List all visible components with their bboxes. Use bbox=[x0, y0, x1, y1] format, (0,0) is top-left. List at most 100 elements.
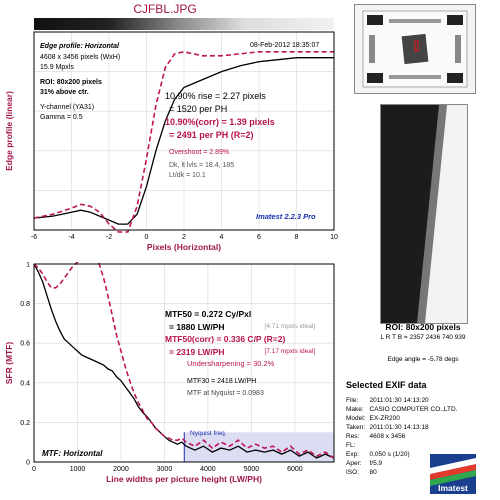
edge-stats: Overshoot = 2.89% Dk, lt lvls = 18.4, 18… bbox=[165, 148, 234, 181]
rise-pixels: 10.90% rise = 2.27 pixels bbox=[165, 91, 266, 101]
x-tick-label: 0 bbox=[32, 466, 36, 473]
mtf50-corr: MTF50(corr) = 0.336 C/P (R=2) bbox=[165, 334, 286, 344]
roi-lrtb: L R T B = 2357 2436 740 939 bbox=[380, 334, 466, 341]
x-tick-label: 4000 bbox=[200, 466, 216, 473]
svg-text:Imatest: Imatest bbox=[438, 483, 468, 493]
exif-row: Exp: 0.050 s (1/20) bbox=[346, 450, 462, 459]
x-tick-label: 3000 bbox=[157, 466, 173, 473]
x-tick-label: -2 bbox=[106, 234, 112, 241]
x-tick-label: 6 bbox=[257, 234, 261, 241]
edge-grid bbox=[33, 32, 335, 230]
roi-crop-image bbox=[380, 104, 468, 324]
exif-title: Selected EXIF data bbox=[346, 380, 427, 390]
exif-key: File: bbox=[346, 397, 359, 404]
y-tick-label: 0.2 bbox=[20, 420, 30, 427]
rise-results: 10.90% rise = 2.27 pixels = 1520 per PH … bbox=[165, 90, 275, 142]
y-tick-label: 1 bbox=[26, 262, 30, 269]
levels: Dk, lt lvls = 18.4, 185 bbox=[169, 162, 235, 169]
mtf-chart: 0 1000 2000 3000 4000 5000 600000.20.40.60.81 … bbox=[4, 262, 335, 484]
channel: Y-channel (YA31) bbox=[40, 103, 95, 111]
y-tick-label: 0 bbox=[26, 460, 30, 467]
test-chart-thumbnail bbox=[354, 4, 476, 94]
edge-frame bbox=[33, 31, 335, 231]
y-tick-label: 0.8 bbox=[20, 301, 30, 308]
edge-panel-name: Edge profile: Horizontal bbox=[40, 43, 119, 50]
exif-key: Aper: bbox=[346, 460, 362, 467]
exif-key: FL: bbox=[346, 442, 356, 449]
exif-value: EX-ZR200 bbox=[369, 415, 400, 422]
mtf50-lwph: = 1880 LW/PH bbox=[169, 321, 225, 332]
x-tick-label: -6 bbox=[31, 234, 37, 241]
x-tick-label: 4 bbox=[220, 234, 224, 241]
exif-key: Exp: bbox=[346, 451, 360, 458]
mtf30: MTF30 = 2418 LW/PH bbox=[187, 377, 257, 385]
mtf-at-nyquist: MTF at Nyquist = 0.0983 bbox=[187, 390, 264, 397]
edge-y-axis-label: Edge profile (linear) bbox=[4, 91, 14, 171]
edge-gradient-strip bbox=[34, 18, 334, 30]
timestamp: 08-Feb-2012 18:35:07 bbox=[250, 42, 320, 49]
x-tick-label: 6000 bbox=[287, 466, 303, 473]
gamma: Gamma = 0.5 bbox=[40, 114, 83, 121]
exif-key: Taken: bbox=[346, 424, 366, 431]
exif-row: File: 2011:01:30 14:13:20 bbox=[346, 396, 462, 405]
x-tick-label: -4 bbox=[68, 234, 74, 241]
mtf-results: MTF50 = 0.272 Cy/Pxl = 1880 LW/PH [4.71 m… bbox=[165, 308, 315, 401]
rise-per-ph: = 1520 per PH bbox=[169, 104, 228, 114]
exif-row: FL: bbox=[346, 441, 462, 450]
software-version: Imatest 2.2.3 Pro bbox=[256, 212, 316, 221]
exif-row: Aper: f/5.9 bbox=[346, 459, 462, 468]
x-tick-label: 2 bbox=[182, 234, 186, 241]
mtf50-ideal: [4.71 mpxls ideal] bbox=[264, 322, 316, 330]
x-tick-label: 10 bbox=[330, 234, 338, 241]
edge-tick-labels: -6 -4 -2 0 2 4 6 8 10 bbox=[31, 234, 338, 241]
exif-value: 2011:01:30 14:13:20 bbox=[369, 397, 429, 404]
x-tick-label: 0 bbox=[145, 234, 149, 241]
roi-size: ROI: 80x200 pixels bbox=[40, 78, 102, 86]
y-tick-label: 0.4 bbox=[20, 380, 30, 387]
edge-angle: Edge angle = -5.78 degs bbox=[387, 356, 459, 363]
nyquist-region bbox=[184, 432, 334, 462]
roi-crop-drawing bbox=[381, 105, 447, 323]
roi-label: ROI: 80x200 pixels bbox=[385, 322, 461, 332]
exif-value: CASIO COMPUTER CO.,LTD. bbox=[369, 406, 458, 413]
exif-row: Res: 4608 x 3456 bbox=[346, 432, 462, 441]
overshoot: Overshoot = 2.89% bbox=[169, 149, 230, 156]
corrected-series-line bbox=[33, 50, 334, 233]
x-tick-label: 2000 bbox=[113, 466, 129, 473]
exif-row: ISO: 80 bbox=[346, 468, 462, 477]
exif-key: Model: bbox=[346, 415, 366, 422]
exif-value: 2011:01:30 14:13:18 bbox=[369, 424, 429, 431]
roi-position: 31% above ctr. bbox=[40, 89, 89, 96]
x-tick-label: 5000 bbox=[244, 466, 260, 473]
exif-row: Model: EX-ZR200 bbox=[346, 414, 462, 423]
lt-dk-ratio: Lt/dk = 10.1 bbox=[169, 172, 206, 179]
edge-x-axis-label: Pixels (Horizontal) bbox=[147, 242, 221, 252]
y-tick-label: 0.6 bbox=[20, 341, 30, 348]
exif-table: File: 2011:01:30 14:13:20 Make: CASIO COMPU… bbox=[346, 396, 462, 477]
mtf-series bbox=[33, 262, 335, 459]
exif-value: 4608 x 3456 bbox=[369, 433, 406, 440]
thumbnail-image bbox=[362, 10, 468, 88]
exif-key: Res: bbox=[346, 433, 360, 440]
mtf-frame bbox=[33, 263, 335, 463]
edge-profile-chart: -6 -4 -2 0 2 4 6 8 10 Pixels (Horizontal) Edge p… bbox=[4, 31, 338, 252]
x-tick-label: 1000 bbox=[70, 466, 86, 473]
exif-key: ISO: bbox=[346, 469, 360, 476]
mtf50-corr-ideal: [7.17 mpxls ideal] bbox=[264, 347, 316, 355]
megapixels: 15.9 Mpxls bbox=[40, 64, 74, 71]
rise-corr-per-ph: = 2491 per PH (R=2) bbox=[169, 130, 254, 140]
undersharpening: Undersharpening = 30.2% bbox=[187, 359, 275, 368]
file-title: CJFBL.JPG bbox=[133, 2, 197, 16]
x-tick-label: 8 bbox=[295, 234, 299, 241]
exif-row: Make: CASIO COMPUTER CO.,LTD. bbox=[346, 405, 462, 414]
mtf-x-axis-label: Line widths per picture height (LW/PH) bbox=[106, 474, 262, 484]
corrected-series-line bbox=[33, 262, 335, 459]
mtf-panel-name: MTF: Horizontal bbox=[42, 449, 103, 458]
exif-value: 80 bbox=[369, 469, 377, 476]
exif-value: 0.050 s (1/20) bbox=[369, 451, 410, 458]
mtf50: MTF50 = 0.272 Cy/Pxl bbox=[165, 309, 252, 319]
exif-value bbox=[370, 441, 462, 450]
measured-series-line bbox=[33, 263, 335, 459]
mtf-y-axis-label: SFR (MTF) bbox=[4, 342, 14, 385]
rise-corr-pixels: 10.90%(corr) = 1.39 pixels bbox=[165, 117, 275, 127]
